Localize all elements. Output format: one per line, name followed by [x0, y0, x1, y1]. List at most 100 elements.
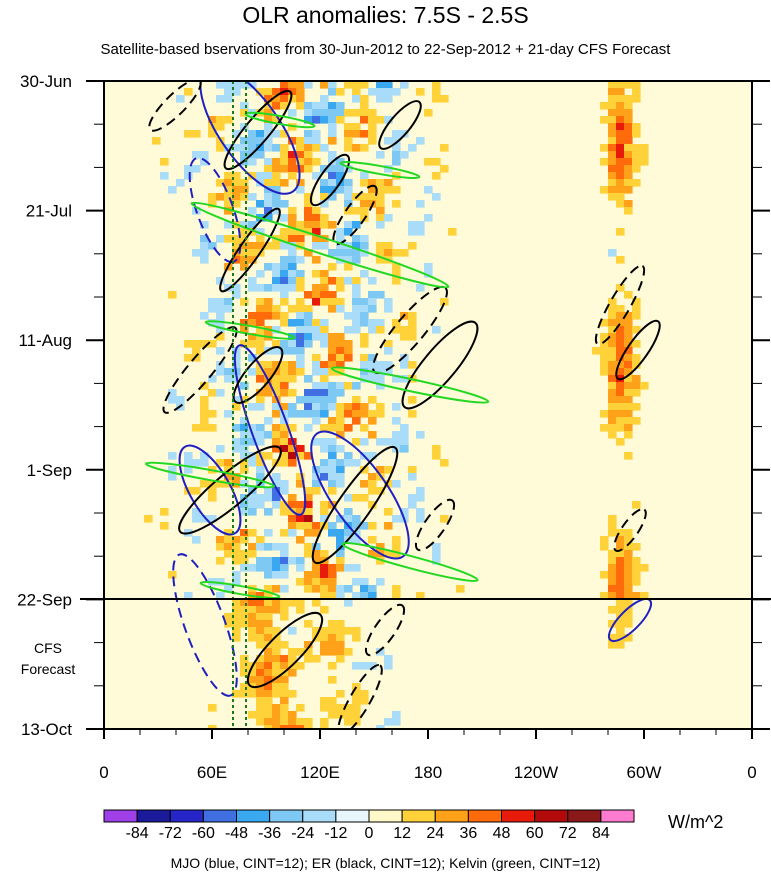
olr-cell	[336, 592, 345, 600]
olr-cell	[400, 445, 409, 453]
olr-cell	[296, 326, 305, 334]
olr-cell	[400, 424, 409, 432]
olr-cell	[264, 599, 273, 607]
olr-cell	[304, 130, 313, 138]
olr-cell	[272, 207, 281, 215]
olr-cell	[280, 662, 289, 670]
olr-cell	[608, 557, 617, 565]
olr-cell	[304, 319, 313, 327]
olr-cell	[248, 193, 257, 201]
olr-cell	[288, 207, 297, 215]
olr-cell	[240, 480, 249, 488]
olr-cell	[408, 494, 417, 502]
olr-cell	[304, 200, 313, 208]
olr-cell	[272, 88, 281, 96]
olr-cell	[376, 578, 385, 586]
olr-cell	[304, 340, 313, 348]
olr-cell	[624, 102, 633, 110]
olr-cell	[176, 95, 185, 103]
olr-cell	[360, 361, 369, 369]
olr-cell	[416, 515, 425, 523]
olr-cell	[328, 123, 337, 131]
olr-cell	[320, 718, 329, 726]
olr-cell	[296, 354, 305, 362]
olr-cell	[312, 627, 321, 635]
olr-cell	[624, 340, 633, 348]
olr-cell	[192, 508, 201, 516]
olr-cell	[256, 690, 265, 698]
olr-cell	[224, 179, 233, 187]
olr-cell	[400, 151, 409, 159]
olr-cell	[624, 312, 633, 320]
x-axis-ticks: 0 60E 120E 180 120W 60W 0	[99, 729, 757, 782]
olr-cell	[352, 536, 361, 544]
olr-cell	[264, 158, 273, 166]
olr-cell	[312, 137, 321, 145]
olr-cell	[240, 613, 249, 621]
olr-cell	[248, 550, 257, 558]
olr-cell	[320, 501, 329, 509]
olr-cell	[608, 550, 617, 558]
olr-cell	[328, 81, 337, 89]
olr-cell	[232, 172, 241, 180]
er-contour	[223, 89, 293, 171]
olr-cell	[616, 102, 625, 110]
olr-cell	[200, 221, 209, 229]
olr-cell	[392, 277, 401, 285]
olr-cell	[616, 158, 625, 166]
colorbar-swatch	[136, 809, 171, 823]
olr-cell	[296, 718, 305, 726]
olr-cell	[288, 235, 297, 243]
olr-cell	[336, 445, 345, 453]
olr-cell	[360, 193, 369, 201]
olr-cell	[336, 298, 345, 306]
olr-cell	[352, 634, 361, 642]
olr-cell	[624, 123, 633, 131]
olr-cell	[320, 284, 329, 292]
olr-cell	[600, 144, 609, 152]
olr-cell	[224, 368, 233, 376]
olr-cell	[624, 410, 633, 418]
olr-cell	[600, 571, 609, 579]
olr-cell	[632, 543, 641, 551]
olr-cell	[344, 403, 353, 411]
olr-cell	[360, 235, 369, 243]
chart-title: OLR anomalies: 7.5S - 2.5S	[242, 2, 529, 28]
olr-cell	[264, 193, 273, 201]
olr-cell	[608, 410, 617, 418]
olr-cell	[312, 158, 321, 166]
olr-cell	[304, 305, 313, 313]
olr-cell	[312, 361, 321, 369]
olr-cell	[312, 116, 321, 124]
olr-cell	[320, 200, 329, 208]
olr-cell	[312, 473, 321, 481]
olr-cell	[352, 417, 361, 425]
olr-cell	[288, 557, 297, 565]
olr-cell	[336, 585, 345, 593]
olr-cell	[224, 536, 233, 544]
olr-cell	[328, 88, 337, 96]
olr-cell	[328, 389, 337, 397]
olr-cell	[208, 375, 217, 383]
olr-cell	[608, 193, 617, 201]
olr-cell	[264, 214, 273, 222]
olr-cell	[608, 88, 617, 96]
olr-cell	[328, 102, 337, 110]
olr-cell	[272, 641, 281, 649]
olr-cell	[360, 242, 369, 250]
olr-cell	[312, 109, 321, 117]
olr-cell	[160, 158, 169, 166]
olr-cell	[608, 298, 617, 306]
olr-cell	[280, 585, 289, 593]
olr-cell	[288, 375, 297, 383]
olr-cell	[256, 424, 265, 432]
olr-cell	[392, 515, 401, 523]
olr-cell	[360, 578, 369, 586]
olr-cell	[280, 277, 289, 285]
er-contour	[311, 445, 399, 565]
olr-cell	[376, 88, 385, 96]
olr-cell	[336, 389, 345, 397]
olr-cell	[408, 312, 417, 320]
olr-cell	[360, 403, 369, 411]
olr-cell	[624, 536, 633, 544]
